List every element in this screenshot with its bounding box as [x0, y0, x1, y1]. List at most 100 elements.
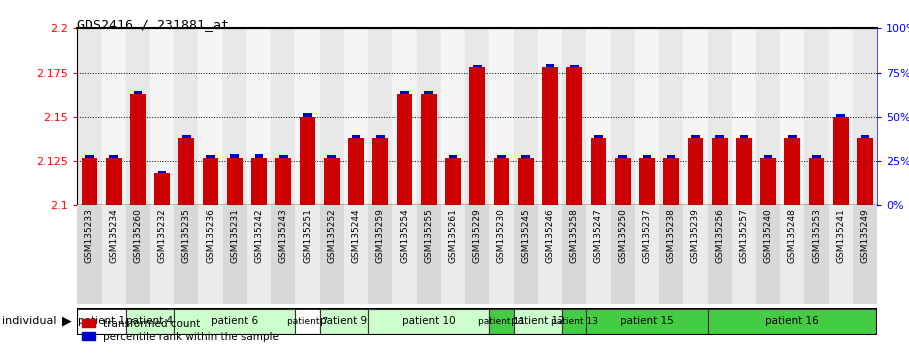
Bar	[591, 138, 606, 205]
Text: GSM135229: GSM135229	[473, 208, 482, 263]
Text: GSM135230: GSM135230	[497, 208, 506, 263]
Bar	[227, 158, 243, 205]
Text: GSM135260: GSM135260	[134, 208, 143, 263]
FancyBboxPatch shape	[634, 205, 659, 304]
Bar	[105, 158, 122, 205]
Bar	[85, 155, 94, 158]
Bar	[829, 28, 853, 205]
Bar	[155, 173, 170, 205]
FancyBboxPatch shape	[125, 309, 175, 334]
Bar	[489, 28, 514, 205]
Text: patient 4: patient 4	[126, 316, 174, 326]
FancyBboxPatch shape	[198, 205, 223, 304]
FancyBboxPatch shape	[538, 205, 562, 304]
Text: patient 9: patient 9	[320, 316, 367, 326]
Bar	[376, 135, 385, 138]
Bar	[102, 28, 125, 205]
Bar	[178, 138, 195, 205]
Bar	[449, 155, 457, 158]
Bar	[198, 28, 223, 205]
Bar	[813, 155, 821, 158]
Bar	[736, 138, 752, 205]
Bar	[691, 135, 700, 138]
FancyBboxPatch shape	[465, 205, 489, 304]
Bar	[494, 158, 509, 205]
Text: patient 1: patient 1	[78, 316, 125, 326]
Bar	[857, 138, 873, 205]
FancyBboxPatch shape	[320, 205, 344, 304]
Text: GSM135257: GSM135257	[739, 208, 748, 263]
Text: GSM135239: GSM135239	[691, 208, 700, 263]
Bar	[760, 158, 776, 205]
Bar	[368, 28, 393, 205]
Text: GSM135232: GSM135232	[157, 208, 166, 263]
Bar	[271, 28, 295, 205]
Text: patient 7: patient 7	[287, 317, 328, 326]
Bar	[425, 91, 433, 94]
Bar	[715, 135, 724, 138]
Bar	[275, 158, 291, 205]
Bar	[566, 67, 582, 205]
FancyBboxPatch shape	[247, 205, 271, 304]
Bar	[712, 138, 727, 205]
Text: ▶: ▶	[62, 315, 71, 328]
Bar	[538, 28, 562, 205]
Bar	[732, 28, 756, 205]
Bar	[251, 158, 267, 205]
FancyBboxPatch shape	[77, 309, 125, 334]
Bar	[707, 28, 732, 205]
Bar	[618, 155, 627, 158]
Bar	[327, 155, 336, 158]
Bar	[780, 28, 804, 205]
FancyBboxPatch shape	[562, 309, 586, 334]
Text: GSM135255: GSM135255	[425, 208, 434, 263]
Bar	[664, 158, 679, 205]
Bar	[373, 138, 388, 205]
Bar	[393, 28, 416, 205]
FancyBboxPatch shape	[780, 205, 804, 304]
Text: GSM135236: GSM135236	[206, 208, 215, 263]
FancyBboxPatch shape	[150, 205, 175, 304]
Bar	[756, 28, 780, 205]
Bar	[861, 135, 869, 138]
Text: GSM135244: GSM135244	[352, 208, 361, 263]
Bar	[255, 154, 264, 158]
FancyBboxPatch shape	[368, 309, 489, 334]
FancyBboxPatch shape	[320, 309, 368, 334]
Text: patient 16: patient 16	[765, 316, 819, 326]
Bar	[659, 28, 684, 205]
FancyBboxPatch shape	[514, 309, 562, 334]
Bar	[324, 158, 340, 205]
Text: patient 10: patient 10	[402, 316, 455, 326]
Bar	[300, 117, 315, 205]
Bar	[231, 154, 239, 158]
FancyBboxPatch shape	[175, 309, 295, 334]
Text: GDS2416 / 231881_at: GDS2416 / 231881_at	[77, 18, 229, 31]
Bar	[833, 117, 849, 205]
Bar	[518, 158, 534, 205]
Bar	[344, 28, 368, 205]
Bar	[562, 28, 586, 205]
Text: GSM135247: GSM135247	[594, 208, 603, 263]
Bar	[247, 28, 271, 205]
Text: GSM135242: GSM135242	[255, 208, 264, 263]
Text: GSM135253: GSM135253	[812, 208, 821, 263]
FancyBboxPatch shape	[804, 205, 829, 304]
Bar	[125, 28, 150, 205]
Bar	[614, 158, 631, 205]
Text: GSM135250: GSM135250	[618, 208, 627, 263]
FancyBboxPatch shape	[441, 205, 465, 304]
Bar	[764, 155, 773, 158]
FancyBboxPatch shape	[77, 205, 102, 304]
FancyBboxPatch shape	[732, 205, 756, 304]
Text: patient 11: patient 11	[478, 317, 524, 326]
Text: GSM135237: GSM135237	[643, 208, 652, 263]
FancyBboxPatch shape	[295, 205, 320, 304]
FancyBboxPatch shape	[562, 205, 586, 304]
Bar	[175, 28, 198, 205]
FancyBboxPatch shape	[514, 205, 538, 304]
Text: patient 13: patient 13	[551, 317, 597, 326]
Text: GSM135249: GSM135249	[861, 208, 870, 263]
Bar	[223, 28, 247, 205]
Text: GSM135259: GSM135259	[375, 208, 385, 263]
